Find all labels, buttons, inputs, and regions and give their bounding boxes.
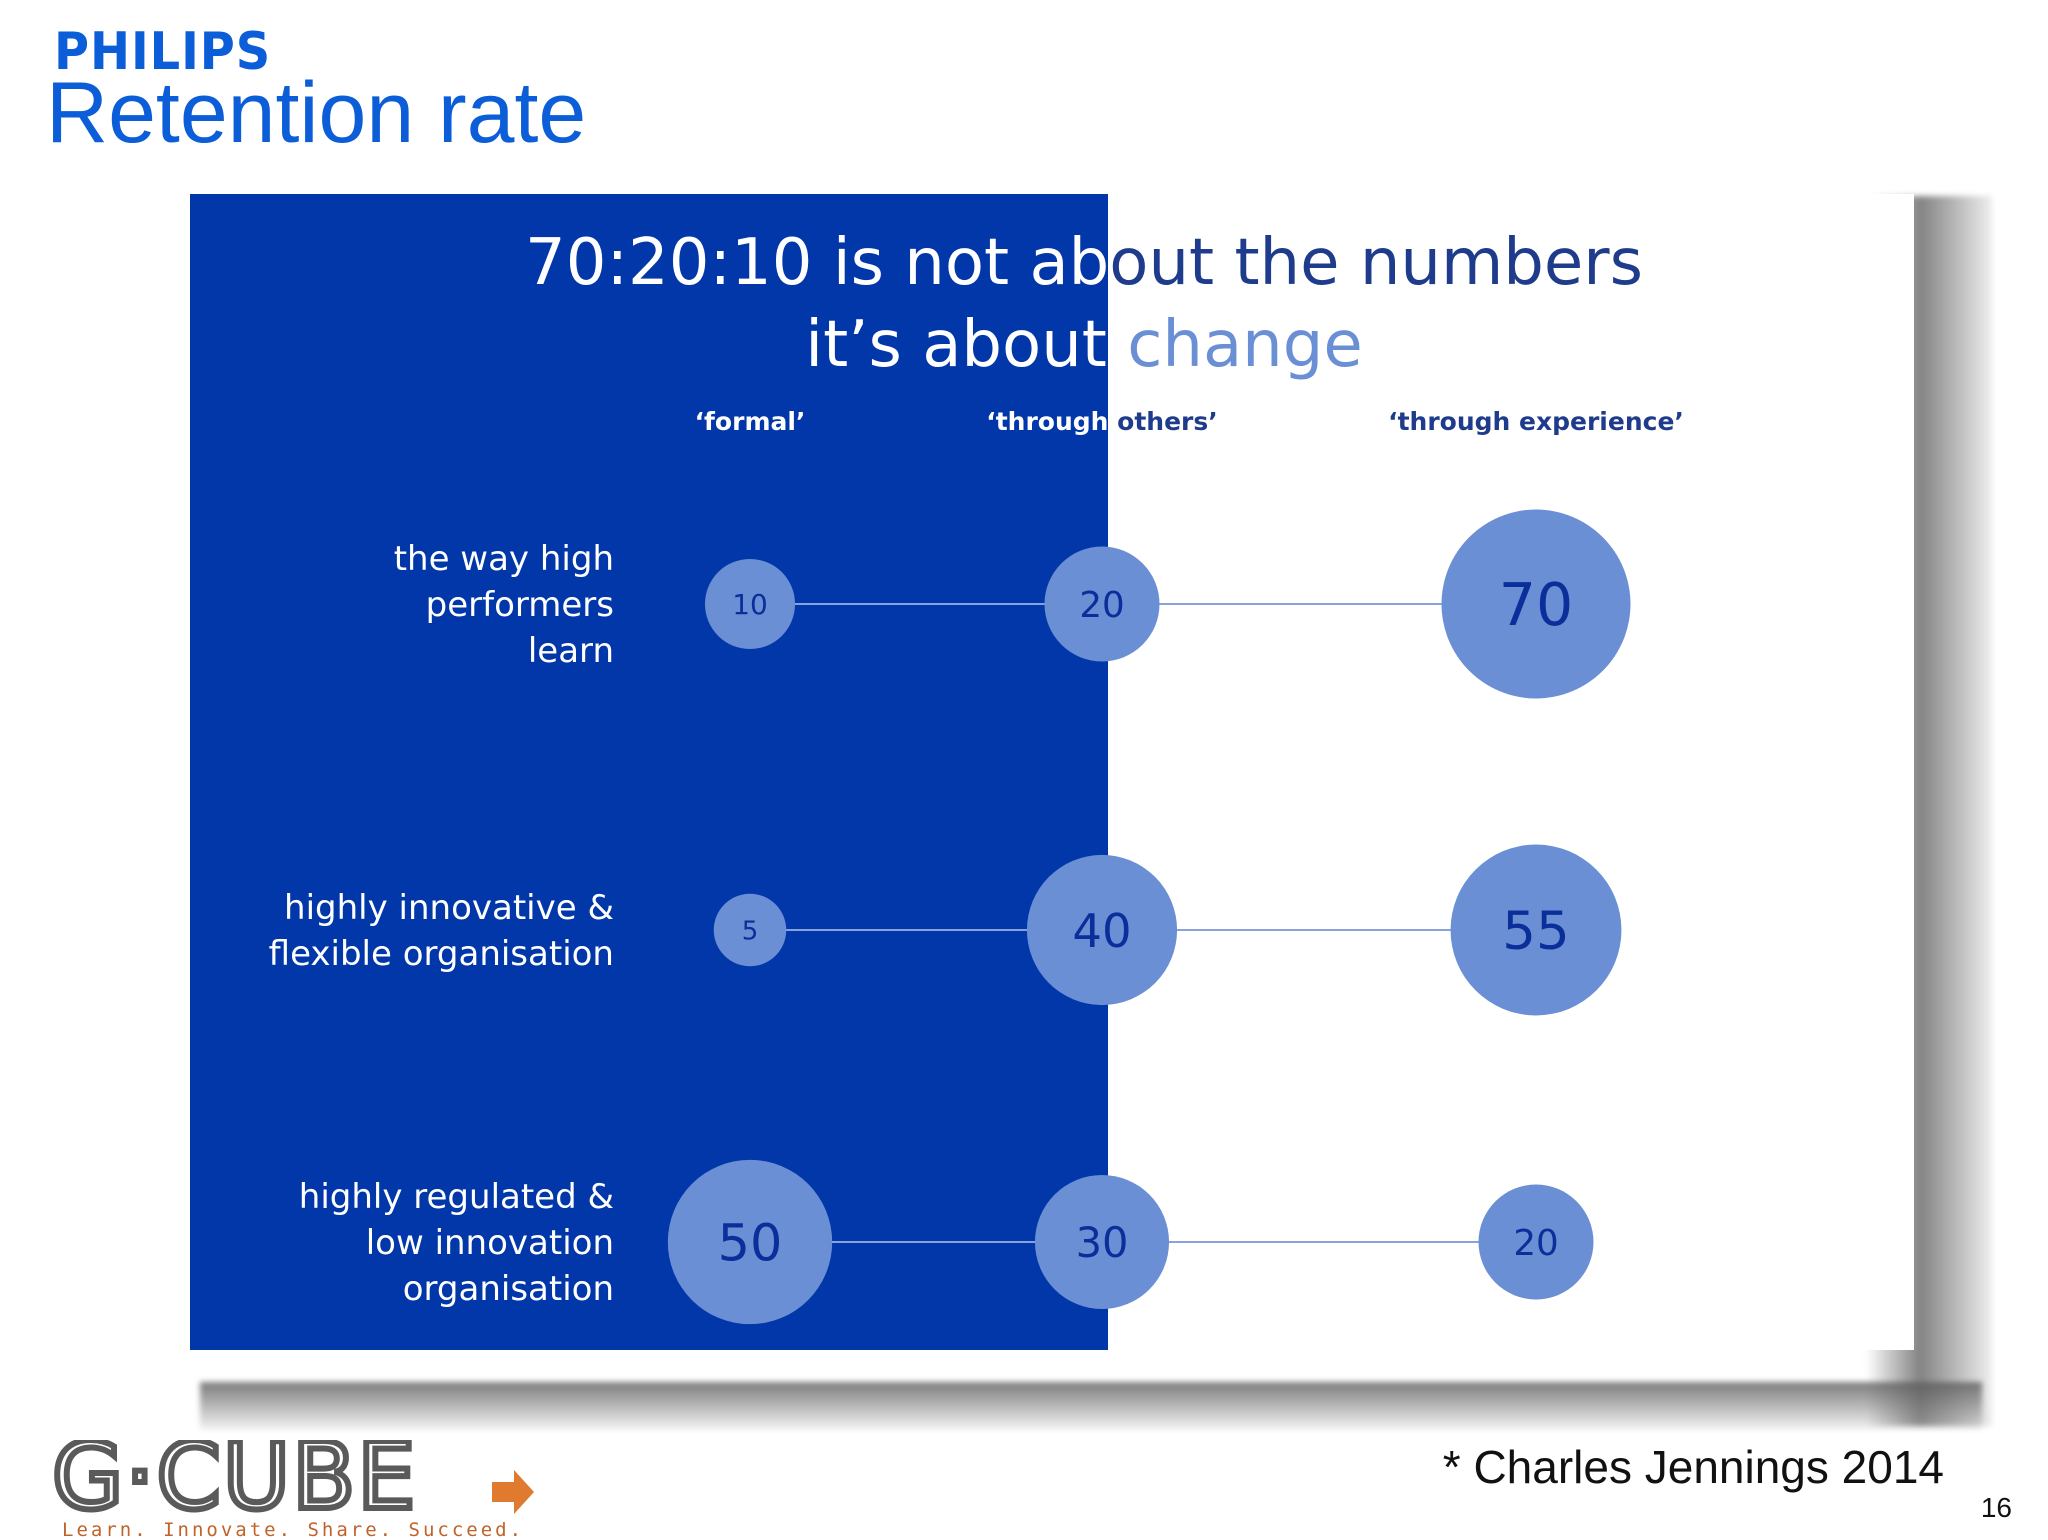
gcube-logo-text: G·CUBE	[52, 1440, 417, 1530]
row-label-0-line-1: performers	[426, 585, 614, 625]
column-header-1: ‘through others’	[986, 407, 1218, 436]
chart-title-line1: 70:20:10 is not about the numbers	[525, 226, 1643, 300]
row-label-0-line-0: the way high	[394, 539, 614, 579]
bubble-r2-c0	[667, 1159, 833, 1325]
bubble-chart: 70:20:10 is not about the numbers it’s ab…	[190, 194, 1684, 1350]
bubble-r0-c2	[1441, 509, 1631, 699]
gcube-tagline: Learn. Innovate. Share. Succeed.	[62, 1519, 524, 1540]
row-label-0-line-2: learn	[528, 631, 614, 671]
row-label-2-line-2: organisation	[403, 1269, 614, 1309]
bubble-r1-c0	[713, 893, 787, 967]
gcube-arrow-icon	[492, 1470, 534, 1514]
bubble-label-r1-c0: 5	[742, 916, 759, 946]
gcube-logo: G·CUBE Learn. Innovate. Share. Succeed.	[52, 1440, 534, 1540]
row-label-1-line-0: highly innovative &	[284, 888, 614, 928]
philips-logo: PHILIPS	[54, 22, 272, 82]
bubble-r1-c2	[1450, 844, 1622, 1016]
infographic-702010: 70:20:10 is not about the numbers it’s ab…	[190, 194, 1914, 1350]
row-label-2-line-1: low innovation	[366, 1223, 614, 1263]
bubble-r0-c0	[704, 558, 796, 650]
chart-title-line2: it’s about change	[805, 308, 1362, 382]
row-label-2-line-0: highly regulated &	[299, 1177, 614, 1217]
bubble-label-r1-c1: 40	[1072, 904, 1131, 958]
slide-title: Retention rate	[46, 65, 587, 161]
bubble-label-r2-c0: 50	[718, 1214, 783, 1273]
row-labels: the way high performers learn highly innova…	[269, 539, 614, 1309]
column-header-2: ‘through experience’	[1388, 407, 1684, 436]
bubble-r0-c1	[1044, 546, 1160, 662]
row-label-1-line-1: flexible organisation	[269, 934, 614, 974]
column-header-0: ‘formal’	[695, 407, 806, 436]
bubbles: 10 20 70 5 40 55 50 30 20	[667, 509, 1631, 1325]
bubble-label-r0-c0: 10	[732, 588, 768, 621]
bubble-label-r2-c2: 20	[1513, 1223, 1558, 1264]
bubble-label-r2-c1: 30	[1076, 1218, 1129, 1267]
source-credit: * Charles Jennings 2014	[1442, 1441, 1944, 1493]
chart-title-line1: 70:20:10 is not about the numbers	[525, 226, 1643, 300]
image-shadow-bottom	[200, 1382, 1982, 1430]
chart-title-line2: it’s about change	[805, 308, 1362, 382]
chart-title: 70:20:10 is not about the numbers it’s ab…	[525, 226, 1643, 382]
bubble-label-r1-c2: 55	[1502, 901, 1569, 962]
column-header-1: ‘through others’	[986, 407, 1218, 436]
bubble-label-r0-c2: 70	[1499, 571, 1574, 639]
dark-blue-panel	[190, 194, 1108, 1350]
bubble-r2-c1	[1034, 1174, 1170, 1310]
bubble-r2-c2	[1478, 1184, 1594, 1300]
page-number: 16	[1980, 1492, 2012, 1523]
bubble-label-r0-c1: 20	[1079, 585, 1124, 626]
column-headers: ‘formal’ ‘through others’ ‘through experie…	[695, 407, 1684, 436]
bubble-r1-c1	[1026, 854, 1178, 1006]
